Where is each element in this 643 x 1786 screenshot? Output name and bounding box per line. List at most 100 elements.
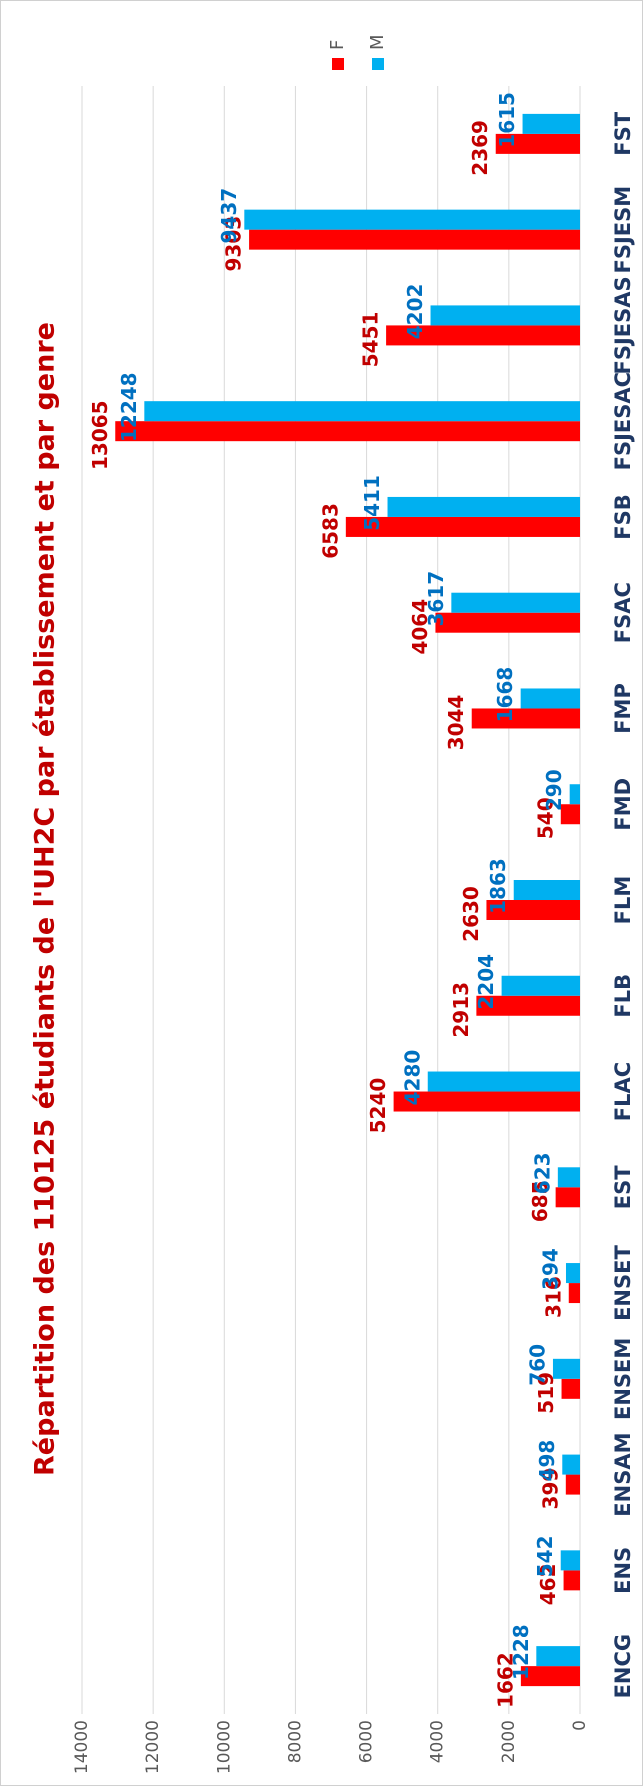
value-label: 685	[528, 1180, 552, 1222]
bar	[520, 688, 581, 709]
bar	[565, 1263, 581, 1284]
bar	[471, 708, 581, 729]
bar	[501, 975, 581, 996]
bar	[555, 1187, 580, 1208]
value-label: 9303	[222, 216, 246, 272]
bar	[393, 1091, 580, 1112]
bar	[520, 1666, 581, 1687]
y-tick-label: 8000	[285, 1720, 305, 1763]
x-tick-label: FMP	[611, 683, 635, 734]
value-label: 760	[525, 1344, 549, 1386]
x-tick-label: ENSAM	[611, 1432, 635, 1516]
bar	[522, 113, 580, 134]
bar	[249, 229, 580, 250]
legend-label: M	[367, 34, 388, 50]
x-tick-label: FST	[611, 111, 635, 155]
x-tick-label: FSAC	[611, 582, 635, 643]
bar	[565, 1474, 581, 1495]
legend-swatch	[332, 58, 344, 70]
value-label: 3044	[444, 695, 468, 751]
x-tick-label: ENSEM	[611, 1338, 635, 1420]
bar	[476, 995, 580, 1016]
value-label: 4202	[403, 284, 427, 340]
bar	[427, 1071, 580, 1092]
bar	[144, 401, 580, 422]
value-label: 5240	[366, 1078, 390, 1134]
value-label: 1615	[495, 92, 519, 148]
bar	[486, 900, 580, 920]
value-label: 394	[538, 1248, 562, 1290]
value-label: 498	[535, 1440, 559, 1482]
bar	[115, 421, 581, 442]
bar	[451, 592, 580, 613]
bar	[345, 516, 580, 537]
bar	[552, 1358, 580, 1379]
x-tick-label: FLB	[611, 974, 635, 1018]
x-tick-label: FSJESAC	[611, 372, 635, 470]
value-label: 1668	[493, 667, 517, 723]
x-tick-label: ENS	[611, 1547, 635, 1594]
bar	[563, 1570, 580, 1591]
y-tick-label: 12000	[143, 1720, 163, 1774]
bar	[560, 804, 581, 825]
y-tick-label: 14000	[72, 1720, 92, 1774]
bar	[557, 1167, 580, 1188]
legend-swatch	[372, 58, 384, 70]
value-label: 2369	[468, 120, 492, 176]
x-tick-label: FMD	[611, 778, 635, 831]
bar	[536, 1646, 581, 1667]
value-label: 13065	[88, 400, 112, 470]
value-label: 9437	[217, 188, 241, 244]
bar	[569, 784, 580, 805]
value-label: 519	[534, 1372, 558, 1414]
x-tick-label: EST	[611, 1165, 635, 1209]
bar	[560, 1550, 580, 1571]
chart-title: Répartition des 110125 étudiants de l'UH…	[30, 322, 61, 1476]
y-tick-label: 0	[570, 1720, 590, 1731]
value-label: 542	[533, 1535, 557, 1577]
x-tick-label: ENSET	[611, 1245, 635, 1321]
bar	[430, 305, 581, 326]
bar	[387, 496, 581, 517]
value-label: 4280	[400, 1050, 424, 1106]
value-label: 2913	[449, 982, 473, 1038]
x-tick-label: FLAC	[611, 1062, 635, 1121]
x-tick-label: FSJESM	[611, 186, 635, 274]
legend-label: F	[327, 40, 348, 50]
x-tick-label: FLM	[611, 876, 635, 925]
bar	[244, 209, 580, 230]
value-label: 316	[541, 1276, 565, 1318]
value-label: 540	[533, 797, 557, 839]
value-label: 1863	[486, 858, 510, 914]
x-tick-label: ENCG	[611, 1634, 635, 1699]
bar	[513, 880, 580, 900]
bar	[561, 1378, 581, 1399]
value-label: 290	[542, 769, 566, 811]
x-tick-label: FSB	[611, 494, 635, 539]
value-label: 2630	[459, 886, 483, 942]
value-label: 399	[538, 1468, 562, 1510]
value-label: 6583	[318, 503, 342, 559]
value-label: 1228	[509, 1624, 533, 1680]
chart-frame: Répartition des 110125 étudiants de l'UH…	[30, 34, 636, 1774]
value-label: 1662	[493, 1652, 517, 1708]
x-tick-label: FSJESAS	[611, 276, 635, 374]
value-label: 12248	[117, 372, 141, 442]
y-tick-label: 4000	[428, 1720, 448, 1763]
bar	[435, 612, 580, 633]
value-label: 2204	[474, 954, 498, 1010]
y-tick-label: 6000	[357, 1720, 377, 1763]
y-tick-label: 2000	[499, 1720, 519, 1763]
value-label: 462	[536, 1563, 560, 1605]
y-tick-label: 10000	[214, 1720, 234, 1774]
bar	[568, 1283, 580, 1304]
bar	[386, 325, 580, 346]
bar	[495, 133, 581, 154]
value-label: 5411	[360, 475, 384, 531]
value-label: 5451	[359, 312, 383, 368]
bar	[562, 1454, 580, 1475]
value-label: 3617	[424, 571, 448, 627]
value-label: 623	[530, 1152, 554, 1194]
